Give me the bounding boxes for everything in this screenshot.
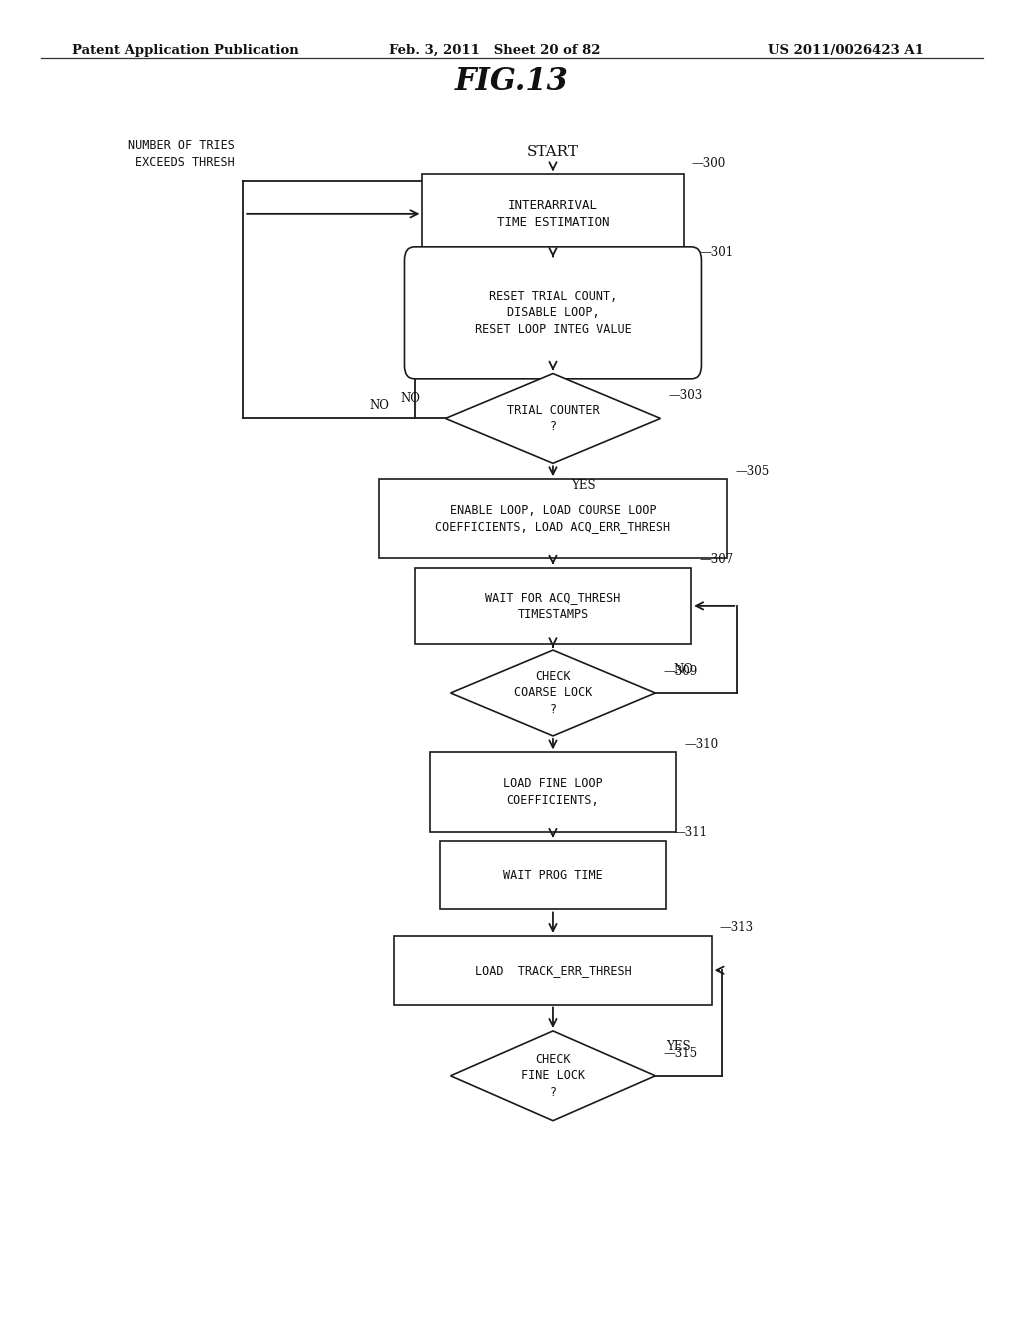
Text: RESET TRIAL COUNT,
DISABLE LOOP,
RESET LOOP INTEG VALUE: RESET TRIAL COUNT, DISABLE LOOP, RESET L… xyxy=(474,290,632,335)
Text: —315: —315 xyxy=(664,1047,697,1060)
Text: TRIAL COUNTER
?: TRIAL COUNTER ? xyxy=(507,404,599,433)
Text: US 2011/0026423 A1: US 2011/0026423 A1 xyxy=(768,44,924,57)
Text: WAIT FOR ACQ_THRESH
TIMESTAMPS: WAIT FOR ACQ_THRESH TIMESTAMPS xyxy=(485,591,621,620)
FancyBboxPatch shape xyxy=(423,174,684,253)
Text: NUMBER OF TRIES
EXCEEDS THRESH: NUMBER OF TRIES EXCEEDS THRESH xyxy=(128,140,236,169)
Text: START: START xyxy=(527,145,579,158)
FancyBboxPatch shape xyxy=(379,479,727,558)
Text: YES: YES xyxy=(666,1040,690,1053)
Text: —310: —310 xyxy=(684,738,718,751)
Text: YES: YES xyxy=(571,479,596,492)
Text: —311: —311 xyxy=(674,826,708,840)
Polygon shape xyxy=(445,374,660,463)
Text: —301: —301 xyxy=(699,246,733,259)
FancyBboxPatch shape xyxy=(430,752,676,832)
Text: WAIT PROG TIME: WAIT PROG TIME xyxy=(503,869,603,882)
FancyBboxPatch shape xyxy=(415,568,691,644)
Text: CHECK
COARSE LOCK
?: CHECK COARSE LOCK ? xyxy=(514,671,592,715)
Text: NO: NO xyxy=(400,392,420,405)
FancyBboxPatch shape xyxy=(440,841,666,909)
Text: NO: NO xyxy=(370,399,389,412)
FancyBboxPatch shape xyxy=(394,936,712,1005)
Text: NO: NO xyxy=(674,663,693,676)
Text: —309: —309 xyxy=(664,665,697,678)
Text: Feb. 3, 2011   Sheet 20 of 82: Feb. 3, 2011 Sheet 20 of 82 xyxy=(389,44,601,57)
Text: —305: —305 xyxy=(735,465,769,478)
Text: LOAD FINE LOOP
COEFFICIENTS,: LOAD FINE LOOP COEFFICIENTS, xyxy=(503,777,603,807)
Text: —307: —307 xyxy=(699,553,733,566)
Text: Patent Application Publication: Patent Application Publication xyxy=(72,44,298,57)
Polygon shape xyxy=(451,1031,655,1121)
Text: —300: —300 xyxy=(692,157,726,170)
Text: FIG.13: FIG.13 xyxy=(455,66,569,96)
Text: LOAD  TRACK_ERR_THRESH: LOAD TRACK_ERR_THRESH xyxy=(474,964,632,977)
Text: —303: —303 xyxy=(669,389,702,403)
FancyBboxPatch shape xyxy=(404,247,701,379)
Polygon shape xyxy=(451,651,655,737)
Text: —313: —313 xyxy=(720,921,754,935)
Text: ENABLE LOOP, LOAD COURSE LOOP
COEFFICIENTS, LOAD ACQ_ERR_THRESH: ENABLE LOOP, LOAD COURSE LOOP COEFFICIEN… xyxy=(435,504,671,533)
Text: CHECK
FINE LOCK
?: CHECK FINE LOCK ? xyxy=(521,1053,585,1098)
Text: INTERARRIVAL
TIME ESTIMATION: INTERARRIVAL TIME ESTIMATION xyxy=(497,199,609,228)
